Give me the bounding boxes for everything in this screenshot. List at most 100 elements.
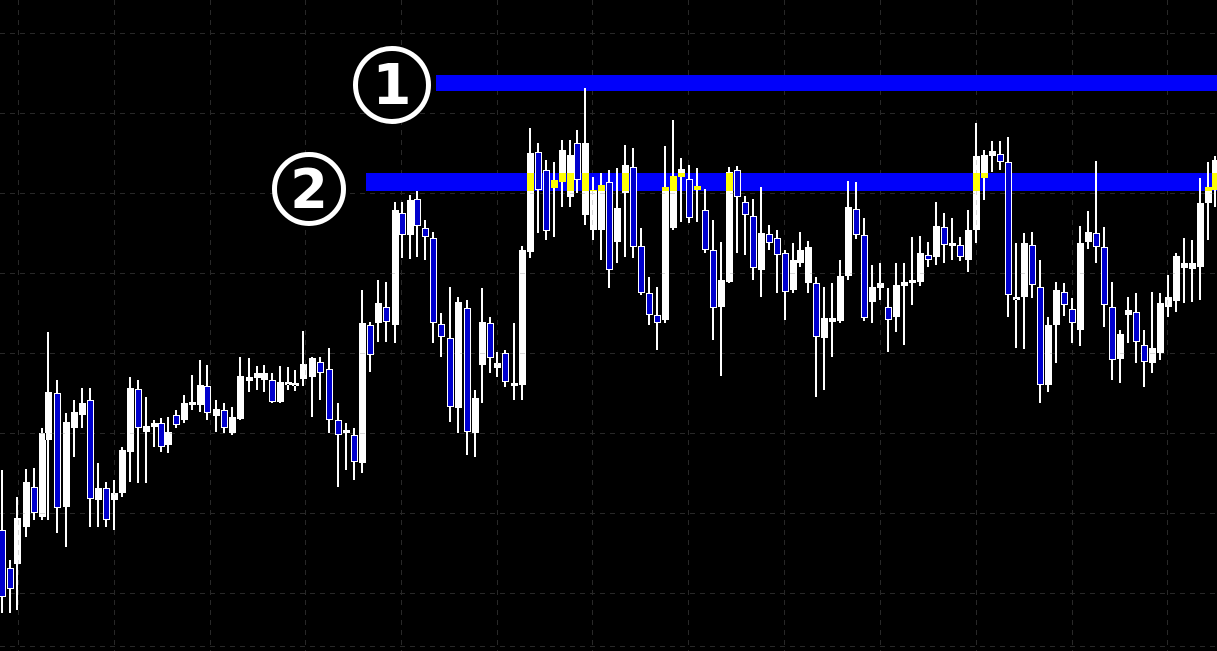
candle-body	[1029, 245, 1036, 285]
candle-upper-wick	[263, 365, 265, 373]
candle-body	[487, 323, 494, 358]
candle-body	[300, 364, 307, 379]
candle-body	[726, 172, 733, 282]
candle-upper-wick	[521, 246, 523, 250]
candle-lower-wick	[129, 452, 131, 482]
candle-body	[351, 435, 358, 462]
hline-resistance-1[interactable]	[436, 75, 1217, 91]
candle-upper-wick	[175, 410, 177, 415]
candle-upper-wick	[369, 322, 371, 325]
candle-upper-wick	[377, 280, 379, 303]
candle-lower-wick	[377, 323, 379, 342]
candle-lower-wick	[871, 302, 873, 323]
candle-body	[39, 433, 46, 517]
candle-lower-wick	[927, 260, 929, 267]
candle-body	[189, 402, 196, 405]
candle-body	[285, 382, 292, 385]
candle-lower-wick	[287, 384, 289, 390]
candle-lower-wick	[424, 237, 426, 260]
candle-lower-wick	[183, 420, 185, 423]
candle-body	[1037, 287, 1044, 385]
candle-upper-wick	[927, 242, 929, 255]
candle-upper-wick	[1111, 282, 1113, 307]
candle-upper-wick	[1127, 297, 1129, 310]
candle-upper-wick	[33, 468, 35, 487]
grid-line-horizontal	[0, 33, 1217, 34]
candle-lower-wick	[943, 245, 945, 263]
candle-body	[204, 386, 211, 413]
candle-body	[813, 283, 820, 337]
candle-upper-wick	[807, 241, 809, 247]
candle-body	[31, 487, 38, 513]
candle-body	[1189, 263, 1196, 269]
candle-body	[23, 482, 30, 527]
candle-lower-wick	[999, 162, 1001, 170]
candle-lower-wick	[879, 288, 881, 300]
candle-body	[237, 376, 244, 419]
candle-lower-wick	[935, 257, 937, 265]
candle-lower-wick	[664, 320, 666, 323]
candle-body	[638, 246, 645, 293]
candle-body	[646, 293, 653, 315]
candle-lower-wick	[145, 432, 147, 483]
candle-upper-wick	[1103, 227, 1105, 247]
candle-lower-wick	[279, 402, 281, 403]
candle-lower-wick	[728, 282, 730, 283]
candle-body	[710, 250, 717, 308]
candle-lower-wick	[569, 197, 571, 207]
candle-upper-wick	[401, 202, 403, 213]
candle-body	[1141, 345, 1148, 362]
candle-lower-wick	[449, 407, 451, 422]
candle-lower-wick	[401, 235, 403, 258]
candle-lower-wick	[97, 500, 99, 527]
grid-line-vertical	[497, 0, 498, 651]
candle-upper-wick	[73, 400, 75, 412]
candle-lower-wick	[768, 243, 770, 250]
candle-body	[559, 150, 566, 182]
candle-upper-wick	[1207, 162, 1209, 187]
candle-lower-wick	[919, 282, 921, 286]
candle-upper-wick	[776, 230, 778, 238]
candle-lower-wick	[215, 416, 217, 432]
candle-lower-wick	[1119, 359, 1121, 383]
annotation-circle-2-label: 2	[290, 157, 328, 221]
candle-body	[622, 165, 629, 193]
candle-upper-wick	[632, 148, 634, 167]
candle-body	[422, 228, 429, 237]
candle-lower-wick	[73, 428, 75, 457]
candle-body	[630, 167, 637, 247]
hline-resistance-2[interactable]	[366, 173, 1217, 191]
candle-upper-wick	[592, 177, 594, 190]
candle-lower-wick	[624, 193, 626, 257]
annotation-circle-2[interactable]: 2	[272, 152, 346, 226]
candle-body	[893, 285, 900, 317]
candle-body	[527, 153, 534, 252]
candle-body	[213, 409, 220, 416]
candle-lower-wick	[513, 386, 515, 400]
candle-lower-wick	[294, 385, 296, 391]
candle-lower-wick	[65, 507, 67, 547]
candle-lower-wick	[361, 463, 363, 473]
candle-lower-wick	[1199, 267, 1201, 300]
candle-upper-wick	[871, 265, 873, 287]
grid-line-vertical	[784, 0, 785, 651]
candle-lower-wick	[561, 182, 563, 207]
candle-upper-wick	[1143, 330, 1145, 345]
candle-lower-wick	[248, 381, 250, 392]
candle-upper-wick	[231, 407, 233, 417]
candle-upper-wick	[815, 277, 817, 283]
candle-upper-wick	[624, 145, 626, 165]
annotation-circle-1[interactable]: 1	[353, 46, 431, 124]
candle-lower-wick	[951, 246, 953, 260]
candle-body	[135, 389, 142, 428]
candle-lower-wick	[319, 373, 321, 400]
candle-lower-wick	[831, 322, 833, 357]
candle-upper-wick	[569, 140, 571, 155]
candle-lower-wick	[41, 517, 43, 520]
candle-body	[766, 234, 773, 243]
candle-body	[1069, 309, 1076, 323]
candle-lower-wick	[967, 260, 969, 272]
candle-upper-wick	[640, 228, 642, 246]
candle-upper-wick	[839, 260, 841, 276]
